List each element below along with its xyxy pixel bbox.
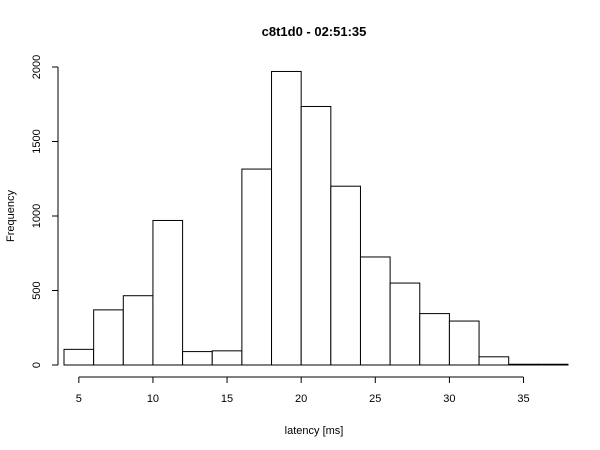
x-tick-label: 30 [443,393,455,405]
histogram-bar [389,282,421,366]
y-tick-label: 0 [31,362,43,368]
histogram-bar [241,168,273,366]
x-tick-label: 20 [295,393,307,405]
y-tick-label: 1000 [31,204,43,228]
histogram-bar [478,356,510,366]
histogram-bar [508,363,539,366]
x-tick-label: 10 [147,393,159,405]
y-axis-label: Frequency [5,190,17,242]
histogram-bar [122,295,154,366]
histogram-bar [359,256,391,366]
histogram-bar [211,350,243,366]
bars-group [63,70,569,366]
x-axis-label: latency [ms] [285,425,344,437]
histogram-bar [537,363,569,366]
x-tick-label: 35 [517,393,529,405]
histogram-bar [93,309,124,366]
chart-title: c8t1d0 - 02:51:35 [262,24,367,39]
x-tick-label: 25 [369,393,381,405]
histogram-bar [330,185,361,366]
x-tick-label: 5 [76,393,82,405]
x-axis: 5 10 15 20 25 30 35 [76,376,530,405]
histogram-bar [419,313,450,366]
histogram-bar [271,70,302,366]
y-tick-label: 1500 [31,129,43,153]
histogram-bar [63,348,95,366]
y-axis: 0 500 1000 1500 2000 [31,55,59,368]
histogram-bar [448,320,480,366]
y-tick-label: 500 [31,281,43,299]
histogram-bar [182,351,213,366]
y-tick-label: 2000 [31,55,43,79]
histogram-bar [300,105,332,366]
histogram-bar [152,219,184,366]
x-tick-label: 15 [221,393,233,405]
